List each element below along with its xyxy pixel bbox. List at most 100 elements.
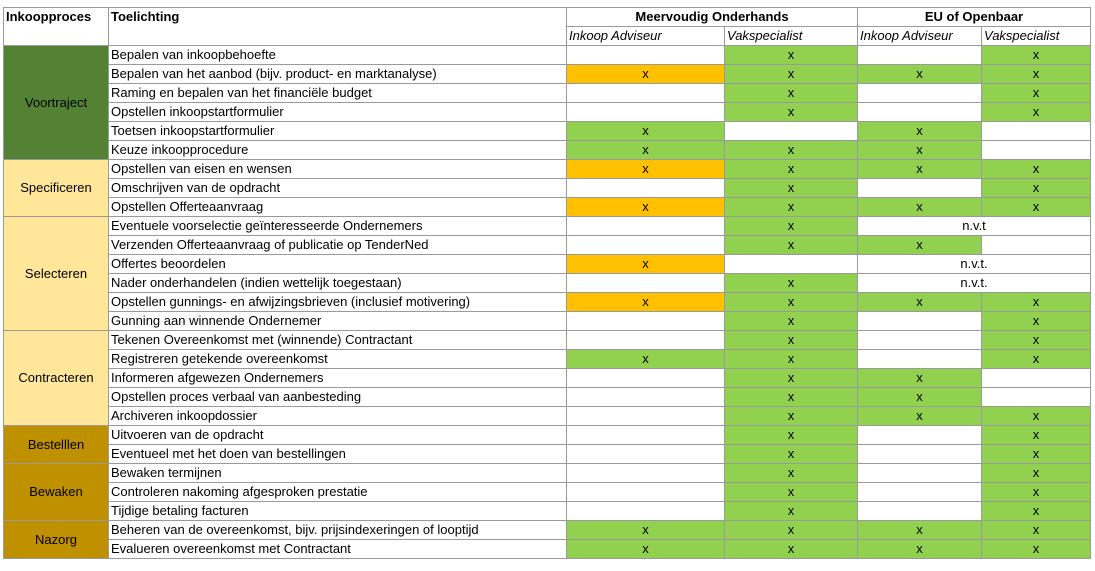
task-row: Evalueren overeenkomst met Contractant x x… [4, 539, 1091, 559]
task-cell: Opstellen gunnings- en afwijzingsbrieven… [108, 292, 567, 312]
role-cell [981, 368, 1091, 388]
task-cell: Tijdige betaling facturen [108, 501, 567, 521]
task-cell: Tekenen Overeenkomst met (winnende) Cont… [108, 330, 567, 350]
role-cell [566, 216, 725, 236]
header-group: Meervoudig Onderhands [566, 7, 858, 27]
role-cell: x [857, 406, 982, 426]
role-cell: x [981, 406, 1091, 426]
role-cell: x [857, 539, 982, 559]
subheader-cell: Vakspecialist [724, 26, 858, 46]
role-cell: x [724, 292, 858, 312]
role-cell [566, 444, 725, 464]
role-cell [857, 482, 982, 502]
role-cell: x [981, 425, 1091, 445]
role-cell: x [566, 539, 725, 559]
task-cell: Uitvoeren van de opdracht [108, 425, 567, 445]
task-row: Opstellen inkoopstartformulier x x [4, 102, 1091, 122]
task-row: Offertes beoordelen x n.v.t. [4, 254, 1091, 274]
role-cell [566, 463, 725, 483]
task-cell: Archiveren inkoopdossier [108, 406, 567, 426]
role-cell [857, 330, 982, 350]
task-cell: Raming en bepalen van het financiële bud… [108, 83, 567, 103]
task-row: Opstellen proces verbaal van aanbestedin… [4, 387, 1091, 407]
role-cell: x [981, 311, 1091, 331]
role-cell: x [857, 159, 982, 179]
role-cell [566, 501, 725, 521]
subheader-cell: Vakspecialist [981, 26, 1091, 46]
role-cell [566, 273, 725, 293]
role-cell: x [724, 311, 858, 331]
header-group: EU of Openbaar [857, 7, 1091, 27]
task-cell: Opstellen van eisen en wensen [108, 159, 567, 179]
task-row: Specificeren Opstellen van eisen en wense… [3, 159, 1091, 217]
task-cell: Opstellen Offerteaanvraag [108, 197, 567, 217]
role-cell: x [981, 64, 1091, 84]
role-cell: n.v.t [857, 216, 1091, 236]
role-cell: x [566, 121, 725, 141]
role-cell [566, 235, 725, 255]
task-cell: Verzenden Offerteaanvraag of publicatie … [108, 235, 567, 255]
role-cell: x [857, 368, 982, 388]
role-cell [566, 178, 725, 198]
role-cell: x [566, 520, 725, 540]
task-row: Bestelllen Uitvoeren van de opdracht x x [3, 425, 1091, 464]
role-cell: x [857, 140, 982, 160]
role-cell [566, 311, 725, 331]
task-row: Archiveren inkoopdossier x x x [4, 406, 1091, 426]
role-cell: x [857, 520, 982, 540]
task-row: Omschrijven van de opdracht x x [4, 178, 1091, 198]
task-row: Verzenden Offerteaanvraag of publicatie … [4, 235, 1091, 255]
task-row: Nader onderhandelen (indien wettelijk to… [4, 273, 1091, 293]
task-cell: Bewaken termijnen [108, 463, 567, 483]
role-cell [857, 444, 982, 464]
role-cell: x [724, 520, 858, 540]
role-cell: x [857, 121, 982, 141]
phase-cell: Nazorg [3, 520, 109, 559]
role-cell: x [981, 102, 1091, 122]
role-cell [857, 178, 982, 198]
role-cell: x [981, 45, 1091, 65]
task-row: Gunning aan winnende Ondernemer x x [4, 311, 1091, 331]
role-cell: x [981, 292, 1091, 312]
role-cell: x [981, 178, 1091, 198]
task-cell: Gunning aan winnende Ondernemer [108, 311, 567, 331]
task-row: Voortraject Bepalen van inkoopbehoefte x x [3, 45, 1091, 160]
header-cell: Toelichting [108, 7, 567, 46]
role-cell: x [981, 197, 1091, 217]
task-cell: Beheren van de overeenkomst, bijv. prijs… [108, 520, 567, 540]
role-cell: x [981, 501, 1091, 521]
role-cell: x [724, 463, 858, 483]
role-cell [857, 102, 982, 122]
role-cell: x [981, 520, 1091, 540]
role-cell: x [724, 235, 858, 255]
role-cell: x [724, 102, 858, 122]
role-cell: x [724, 406, 858, 426]
role-cell: x [566, 349, 725, 369]
task-row: Eventueel met het doen van bestellingen x… [4, 444, 1091, 464]
role-cell [566, 368, 725, 388]
role-cell [857, 311, 982, 331]
role-cell: x [566, 159, 725, 179]
role-cell [566, 330, 725, 350]
task-cell: Keuze inkoopprocedure [108, 140, 567, 160]
role-cell: x [724, 501, 858, 521]
role-cell [857, 45, 982, 65]
role-cell [566, 83, 725, 103]
role-cell: x [724, 482, 858, 502]
role-cell [857, 83, 982, 103]
role-cell: x [981, 349, 1091, 369]
task-row: Opstellen gunnings- en afwijzingsbrieven… [4, 292, 1091, 312]
role-cell: x [724, 349, 858, 369]
role-cell: x [981, 330, 1091, 350]
role-cell: x [981, 83, 1091, 103]
role-cell: x [724, 159, 858, 179]
task-cell: Eventueel met het doen van bestellingen [108, 444, 567, 464]
task-row: Nazorg Beheren van de overeenkomst, bijv.… [3, 520, 1091, 559]
task-cell: Registreren getekende overeenkomst [108, 349, 567, 369]
task-row: Bewaken Bewaken termijnen x x [3, 463, 1091, 521]
role-cell: x [981, 463, 1091, 483]
role-cell [857, 425, 982, 445]
role-cell: x [724, 64, 858, 84]
task-row: Selecteren Eventuele voorselectie geïnter… [3, 216, 1091, 331]
